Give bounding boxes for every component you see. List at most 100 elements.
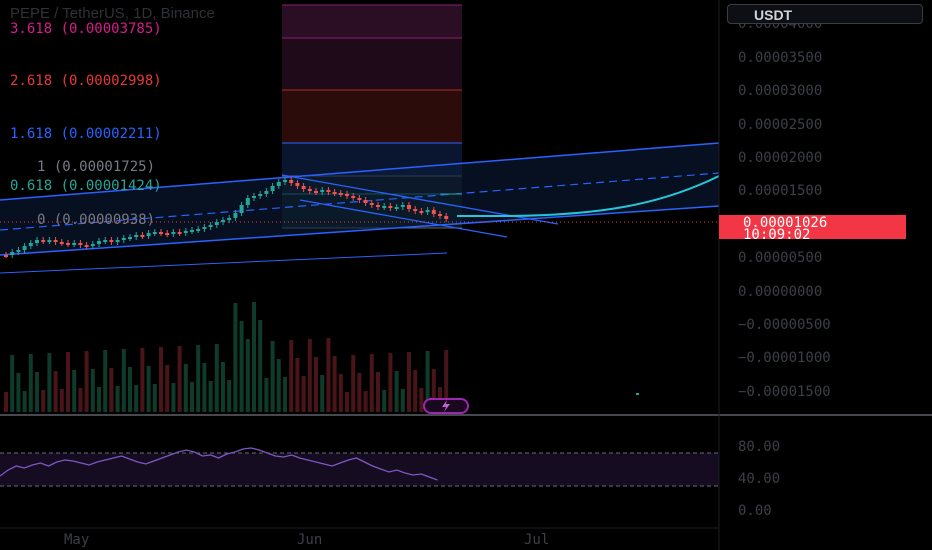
volume-bar <box>400 389 405 412</box>
candle-body <box>431 210 436 214</box>
candle-body <box>183 231 188 233</box>
rsi-axis-label: 40.00 <box>738 471 780 487</box>
volume-bar <box>233 303 238 412</box>
rsi-axis-label: 80.00 <box>738 439 780 455</box>
candle-body <box>270 186 275 191</box>
volume-bar <box>115 386 120 412</box>
candle-body <box>66 243 70 245</box>
volume-bar <box>407 352 411 412</box>
candle-body <box>47 240 52 242</box>
candle-body <box>276 182 281 186</box>
volume-bar <box>4 392 8 412</box>
volume-bar <box>190 382 194 412</box>
price-axis-label: −0.00001500 <box>738 384 831 400</box>
candle-body <box>4 255 8 257</box>
candle-body <box>177 232 182 234</box>
volume-bar <box>28 354 33 412</box>
volume-bar <box>332 356 337 412</box>
projection-curve[interactable] <box>457 175 720 217</box>
candle-body <box>252 196 256 198</box>
volume-bar <box>388 353 393 412</box>
rsi-axis[interactable]: 80.00 40.00 0.00 <box>738 439 780 519</box>
volume-bar <box>196 345 201 412</box>
candle-body <box>400 205 405 207</box>
volume-bar <box>394 371 399 412</box>
candle-body <box>196 229 201 231</box>
candle-body <box>407 205 411 209</box>
volume-bar <box>239 321 244 412</box>
volume-bar <box>221 362 225 412</box>
price-axis-label: −0.00001000 <box>738 350 831 366</box>
price-axis[interactable]: 0.00004000 0.00003500 0.00003000 0.00002… <box>738 16 831 400</box>
volume-bar <box>134 385 139 412</box>
volume-bar <box>208 381 213 412</box>
volume-bar <box>376 372 380 412</box>
time-axis-label: Jun <box>297 532 322 548</box>
candle-body <box>214 222 219 225</box>
rsi-pane[interactable] <box>0 447 719 487</box>
candle-body <box>289 180 294 183</box>
candle-body <box>97 241 101 244</box>
price-axis-label: 0.00003000 <box>738 83 822 99</box>
volume-bar <box>338 374 343 412</box>
volume-bar <box>152 384 157 412</box>
volume-bar <box>345 392 349 412</box>
candle-body <box>314 191 318 193</box>
volume-bar <box>258 320 263 412</box>
candle-body <box>419 211 424 213</box>
time-axis[interactable]: May Jun Jul <box>64 532 549 548</box>
price-axis-label: 0.00003500 <box>738 50 822 66</box>
candle-body <box>283 180 287 182</box>
candle-body <box>295 183 300 186</box>
symbol-title: PEPE / TetherUS, 1D, Binance <box>10 5 215 22</box>
volume-bar <box>159 347 163 412</box>
volume-bar <box>295 358 300 412</box>
candle-body <box>28 243 33 246</box>
candle-body <box>171 232 176 234</box>
volume-bar <box>264 378 269 412</box>
volume-bar <box>202 363 207 412</box>
fib-label-0: 0 (0.00000938) <box>37 212 155 228</box>
volume-bar <box>301 376 306 412</box>
candle-body <box>332 192 337 194</box>
volume-bar <box>171 383 176 412</box>
candlesticks[interactable] <box>4 177 449 258</box>
volume-bar <box>214 344 219 412</box>
fib-label-1: 1 (0.00001725) <box>37 159 155 175</box>
candle-body <box>221 220 225 222</box>
candle-body <box>438 214 442 216</box>
volume-bar <box>382 390 387 412</box>
candle-body <box>345 194 349 196</box>
volume-bar <box>363 391 368 412</box>
volume-bar <box>183 364 188 412</box>
volume-bar <box>66 352 70 412</box>
candle-body <box>22 246 27 250</box>
volume-bar <box>53 371 58 412</box>
candle-body <box>338 193 343 195</box>
volume-bar <box>326 338 331 412</box>
price-axis-label: 0.00000500 <box>738 250 822 266</box>
candle-body <box>233 213 238 218</box>
price-axis-label: −0.00000500 <box>738 317 831 333</box>
volume-bar <box>289 340 294 412</box>
candle-body <box>376 205 380 207</box>
alert-lightning-icon[interactable] <box>423 398 469 414</box>
currency-button[interactable]: USDT <box>727 4 923 24</box>
time-axis-label: May <box>64 532 89 548</box>
candle-body <box>326 190 331 192</box>
volume-bar <box>320 375 325 412</box>
volume-bar <box>314 357 318 412</box>
volume-bar <box>444 350 449 412</box>
fib-label-3618: 3.618 (0.00003785) <box>10 21 162 37</box>
candle-body <box>202 227 207 229</box>
price-axis-label: 0.00001500 <box>738 183 822 199</box>
candle-body <box>115 240 120 242</box>
volume-bar <box>121 349 126 412</box>
volume-bar <box>72 370 77 412</box>
volume-bar <box>140 348 145 412</box>
candle-body <box>84 245 89 247</box>
candle-body <box>165 233 170 235</box>
candle-body <box>109 240 114 242</box>
candle-body <box>369 203 374 205</box>
